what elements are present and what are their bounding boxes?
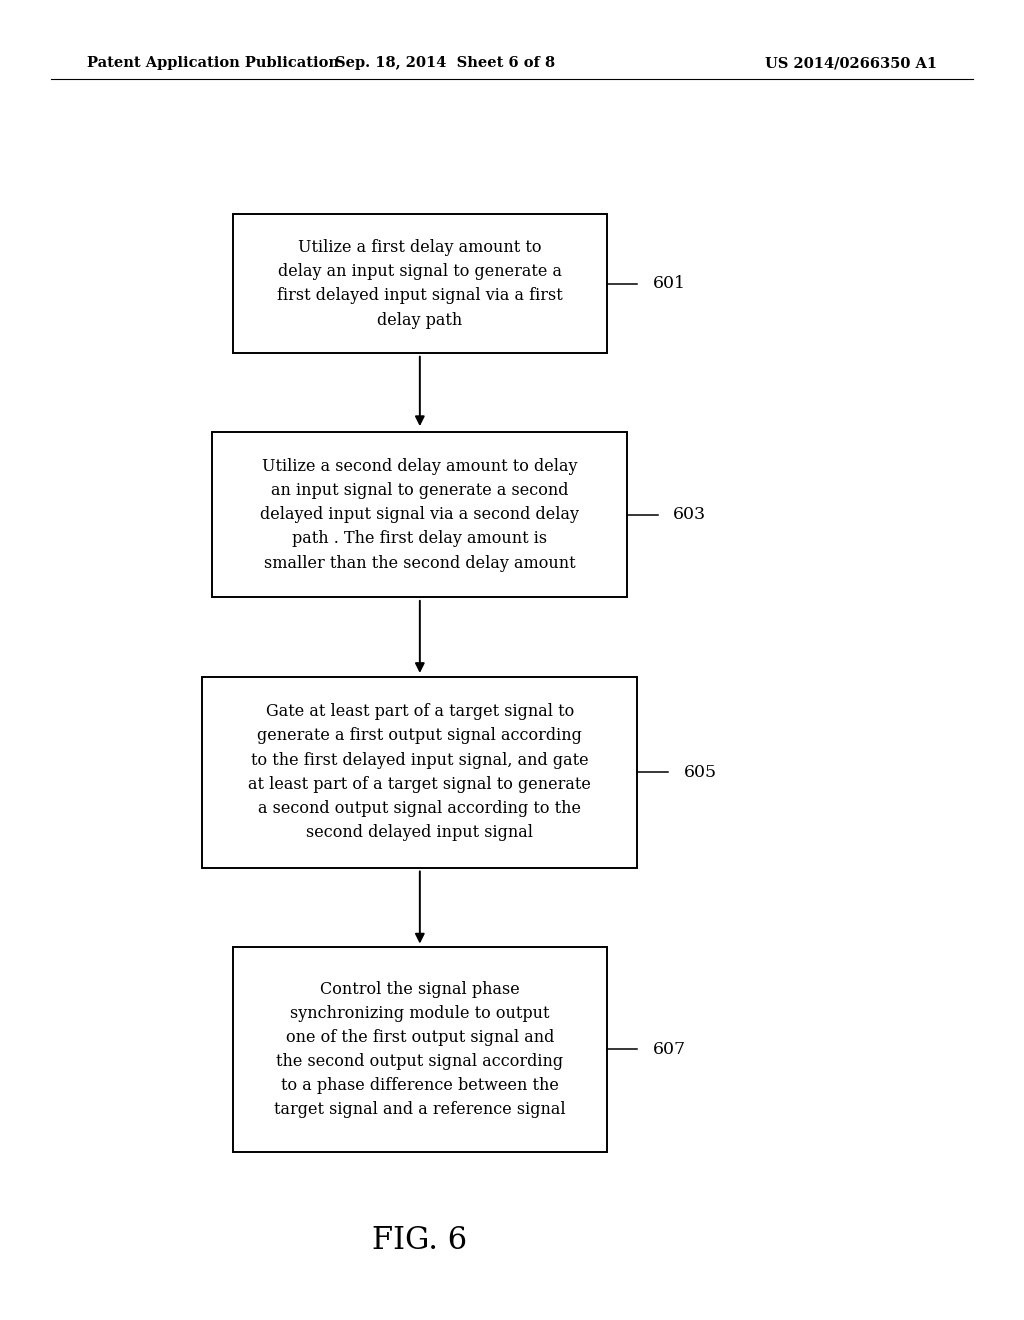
Text: Utilize a first delay amount to
delay an input signal to generate a
first delaye: Utilize a first delay amount to delay an…	[276, 239, 563, 329]
Text: 607: 607	[653, 1041, 686, 1057]
Text: FIG. 6: FIG. 6	[373, 1225, 467, 1257]
Text: 603: 603	[674, 507, 707, 523]
Bar	[202, 677, 637, 869]
Text: Utilize a second delay amount to delay
an input signal to generate a second
dela: Utilize a second delay amount to delay a…	[260, 458, 580, 572]
Text: US 2014/0266350 A1: US 2014/0266350 A1	[765, 57, 937, 70]
Text: 605: 605	[684, 764, 717, 780]
Bar	[212, 433, 627, 597]
Text: Gate at least part of a target signal to
generate a first output signal accordin: Gate at least part of a target signal to…	[249, 704, 591, 841]
Bar	[232, 948, 606, 1151]
Bar	[232, 214, 606, 352]
Text: Sep. 18, 2014  Sheet 6 of 8: Sep. 18, 2014 Sheet 6 of 8	[336, 57, 555, 70]
Text: 601: 601	[653, 276, 686, 292]
Text: Control the signal phase
synchronizing module to output
one of the first output : Control the signal phase synchronizing m…	[274, 981, 565, 1118]
Text: Patent Application Publication: Patent Application Publication	[87, 57, 339, 70]
